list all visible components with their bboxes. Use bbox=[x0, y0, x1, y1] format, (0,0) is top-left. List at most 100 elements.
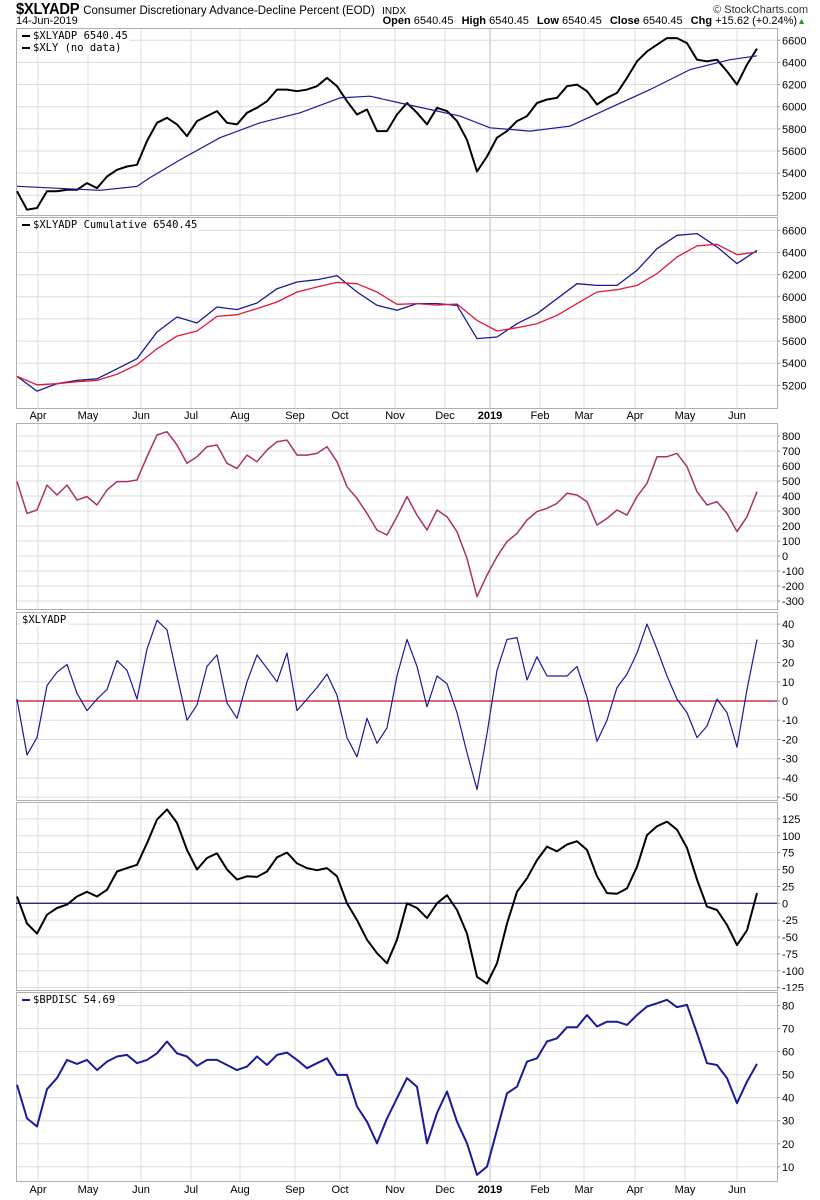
legend-label: $XLYADP 6540.45 bbox=[33, 30, 128, 42]
chart-svg-oscillator: -300 -200 -100 0 100 200 300 400 500 600 700 800 bbox=[16, 423, 804, 610]
legend-cumulative: $XLYADP Cumulative 6540.45 bbox=[20, 219, 200, 231]
y-tick-label: 60 bbox=[782, 1047, 794, 1059]
y-tick-label: 6400 bbox=[782, 57, 806, 69]
y-tick-label: 500 bbox=[782, 476, 800, 488]
date-axis: Apr May Jun Jul Aug Sep Oct Nov Dec 2019 Feb Mar Apr… bbox=[0, 1184, 820, 1198]
low-value: 6540.45 bbox=[561, 15, 602, 27]
y-tick-label: 75 bbox=[782, 848, 794, 860]
x-tick-label: Sep bbox=[285, 1184, 305, 1196]
close-value: 6540.45 bbox=[642, 15, 683, 27]
y-tick-label: -100 bbox=[782, 566, 804, 578]
x-tick-label: Jun bbox=[132, 1184, 150, 1196]
plot-frame bbox=[16, 217, 778, 409]
series-line-cumulative-0 bbox=[16, 232, 758, 392]
y-tick-label: 70 bbox=[782, 1024, 794, 1036]
y-tick-label: -300 bbox=[782, 596, 804, 608]
x-tick-label: Feb bbox=[530, 1184, 550, 1196]
x-tick-label: May bbox=[674, 410, 696, 422]
y-tick-label: 20 bbox=[782, 1139, 794, 1151]
chart-svg-cumulative: 5200 5400 5600 5800 6000 6200 6400 6600 bbox=[16, 217, 806, 409]
y-tick-label: -200 bbox=[782, 581, 804, 593]
plot-frame bbox=[16, 612, 778, 801]
change-label: Chg bbox=[690, 15, 713, 27]
chart-svg-price: 5200 5400 5600 5800 6000 6200 6400 6600 bbox=[16, 28, 806, 216]
x-tick-label: Apr bbox=[29, 410, 47, 422]
date-axis: Apr May Jun Jul Aug Sep Oct Nov Dec 2019 Feb Mar Apr… bbox=[0, 410, 820, 424]
y-tick-label: 10 bbox=[782, 677, 794, 689]
legend-swatch-icon bbox=[22, 999, 30, 1001]
change-value: +15.62 (+0.24%) bbox=[715, 15, 798, 27]
plot-frame bbox=[16, 28, 778, 216]
panel-momentum: -125 -100 -75 -50 -25 0 25 50 75 100 125 bbox=[0, 802, 820, 991]
legend-bpdisc: $BPDISC 54.69 bbox=[20, 994, 118, 1006]
y-tick-label: 200 bbox=[782, 521, 800, 533]
x-tick-label: Jul bbox=[183, 1184, 199, 1196]
y-tick-label: 5200 bbox=[782, 380, 806, 392]
x-tick-label: May bbox=[77, 1184, 99, 1196]
legend-entry: $BPDISC 54.69 bbox=[22, 994, 115, 1006]
x-tick-label: 2019 bbox=[477, 410, 503, 422]
y-tick-label: 100 bbox=[782, 536, 800, 548]
plot-frame bbox=[16, 992, 778, 1182]
low-label: Low bbox=[536, 15, 559, 27]
y-tick-label: 6600 bbox=[782, 35, 806, 47]
x-tick-label: Aug bbox=[230, 1184, 250, 1196]
y-tick-label: -30 bbox=[782, 754, 798, 766]
open-value: 6540.45 bbox=[413, 15, 454, 27]
y-tick-label: 5800 bbox=[782, 124, 806, 136]
x-tick-label: Aug bbox=[230, 410, 250, 422]
x-tick-label: Jun bbox=[728, 1184, 746, 1196]
y-tick-label: 600 bbox=[782, 461, 800, 473]
y-tick-label: 0 bbox=[782, 898, 788, 910]
y-tick-label: 5200 bbox=[782, 190, 806, 202]
x-tick-label: 2019 bbox=[477, 1184, 503, 1196]
x-tick-label: Apr bbox=[626, 1184, 644, 1196]
legend-swatch-icon bbox=[22, 35, 30, 37]
x-tick-label: Apr bbox=[29, 1184, 47, 1196]
y-tick-label: 30 bbox=[782, 638, 794, 650]
series-line-oscillator-0 bbox=[16, 430, 758, 598]
y-tick-label: 400 bbox=[782, 491, 800, 503]
up-arrow-icon: ▲ bbox=[797, 16, 806, 26]
panel-xlyadp: -50 -40 -30 -20 -10 0 10 20 30 40 $XLYADP bbox=[0, 612, 820, 801]
symbol-title: $XLYADP bbox=[16, 1, 80, 18]
y-tick-label: 800 bbox=[782, 431, 800, 443]
series-line-price-1 bbox=[16, 55, 758, 191]
open-label: Open bbox=[382, 15, 411, 27]
legend-label: $XLY (no data) bbox=[33, 42, 122, 54]
x-tick-label: Dec bbox=[435, 1184, 455, 1196]
x-tick-label: May bbox=[674, 1184, 696, 1196]
y-tick-label: 5800 bbox=[782, 314, 806, 326]
y-tick-label: 40 bbox=[782, 1093, 794, 1105]
x-tick-label: Oct bbox=[331, 410, 349, 422]
chart-title-row: $XLYADP Consumer Discretionary Advance-D… bbox=[16, 1, 406, 18]
x-tick-label: Oct bbox=[331, 1184, 349, 1196]
series-line-xlyadp-0 bbox=[16, 619, 758, 791]
y-tick-label: -50 bbox=[782, 792, 798, 801]
x-tick-label: Dec bbox=[435, 410, 455, 422]
panel-bpdisc: 10 20 30 40 50 60 70 80 $BPDISC 54.69 bbox=[0, 992, 820, 1182]
panel-price: 5200 5400 5600 5800 6000 6200 6400 6600 $XLYADP … bbox=[0, 28, 820, 216]
copyright-link[interactable]: © StockCharts.com bbox=[713, 4, 808, 16]
x-tick-label: Nov bbox=[385, 1184, 405, 1196]
chart-svg-bpdisc: 10 20 30 40 50 60 70 80 bbox=[16, 992, 794, 1182]
legend-swatch-icon bbox=[22, 47, 30, 49]
x-tick-label: Jun bbox=[132, 410, 150, 422]
y-tick-label: 6200 bbox=[782, 80, 806, 92]
y-tick-label: 0 bbox=[782, 551, 788, 563]
legend-label: $XLYADP Cumulative 6540.45 bbox=[33, 219, 198, 231]
legend-entry: $XLYADP Cumulative 6540.45 bbox=[22, 219, 197, 231]
y-tick-label: 80 bbox=[782, 1001, 794, 1013]
x-tick-label: Mar bbox=[574, 1184, 594, 1196]
y-tick-label: 6400 bbox=[782, 247, 806, 259]
y-tick-label: -125 bbox=[782, 983, 804, 991]
chart-date: 14-Jun-2019 bbox=[16, 15, 78, 27]
ohlc-readout: Open 6540.45 High 6540.45 Low 6540.45 Cl… bbox=[378, 15, 806, 27]
panel-oscillator: -300 -200 -100 0 100 200 300 400 500 600 700 800 bbox=[0, 423, 820, 610]
y-tick-label: 5600 bbox=[782, 146, 806, 158]
high-value: 6540.45 bbox=[489, 15, 529, 27]
series-line-price-0 bbox=[16, 37, 758, 211]
y-tick-label: 6600 bbox=[782, 225, 806, 237]
legend-label: $BPDISC 54.69 bbox=[33, 994, 116, 1006]
chart-svg-momentum: -125 -100 -75 -50 -25 0 25 50 75 100 125 bbox=[16, 802, 804, 991]
